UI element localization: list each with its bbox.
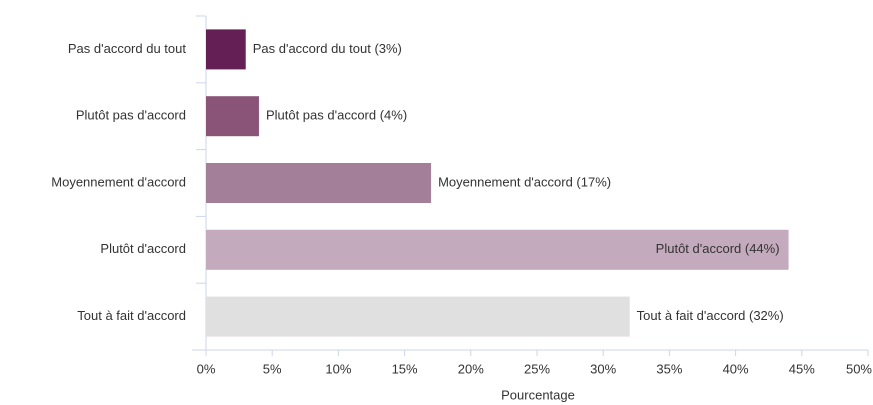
bar	[206, 29, 246, 70]
x-tick-label: 20%	[458, 361, 484, 376]
x-tick-label: 5%	[263, 361, 282, 376]
data-label: Tout à fait d'accord (32%)	[637, 308, 784, 323]
x-tick-label: 10%	[325, 361, 351, 376]
bar	[206, 296, 630, 337]
y-tick-label: Pas d'accord du tout	[68, 41, 186, 56]
y-tick-label: Moyennement d'accord	[51, 174, 186, 189]
x-tick-label: 0%	[197, 361, 216, 376]
bar	[206, 96, 259, 137]
x-tick-label: 30%	[590, 361, 616, 376]
x-tick-label: 50%	[846, 361, 872, 376]
bar	[206, 229, 789, 270]
data-label: Plutôt pas d'accord (4%)	[266, 108, 407, 123]
data-label: Pas d'accord du tout (3%)	[253, 41, 402, 56]
x-tick-label: 35%	[656, 361, 682, 376]
x-tick-label: 25%	[524, 361, 550, 376]
bar	[206, 163, 432, 203]
y-tick-label: Tout à fait d'accord	[77, 308, 186, 323]
data-label: Plutôt d'accord (44%)	[656, 241, 780, 256]
y-tick-label: Plutôt pas d'accord	[76, 108, 186, 123]
y-tick-label: Plutôt d'accord	[100, 241, 186, 256]
data-label: Moyennement d'accord (17%)	[438, 174, 611, 189]
x-axis-title: Pourcentage	[501, 387, 575, 402]
x-tick-label: 40%	[723, 361, 749, 376]
x-tick-label: 45%	[789, 361, 815, 376]
x-tick-label: 15%	[392, 361, 418, 376]
